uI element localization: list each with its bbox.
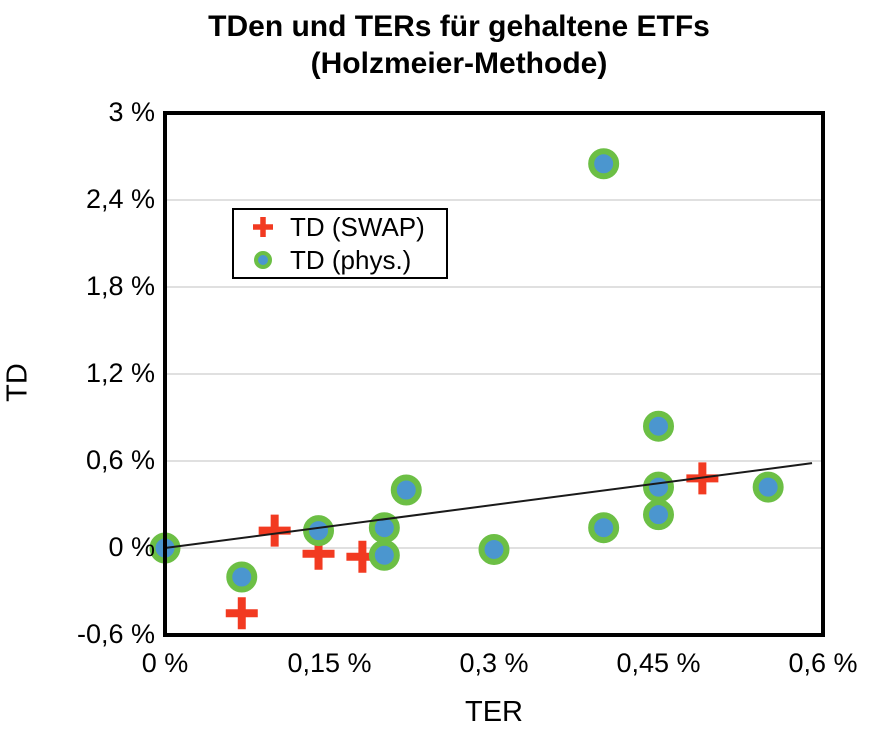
scatter-point-phys (643, 471, 674, 503)
scatter-point-phys (588, 512, 620, 544)
legend: TD (SWAP) TD (phys.) (232, 208, 448, 279)
legend-label-swap: TD (SWAP) (290, 211, 425, 242)
y-tick-label: 3 % (108, 96, 155, 127)
trend-line (164, 462, 813, 549)
plot-frame (163, 111, 825, 637)
y-tick-label: 0 % (108, 531, 155, 562)
x-axis-title: TER (465, 696, 523, 728)
scatter-point-phys (643, 410, 674, 442)
chart-title-line1: TDen und TERs für gehaltene ETFs (208, 10, 710, 43)
scatter-point-phys (478, 533, 510, 565)
chart-title: TDen und TERs für gehaltene ETFs (Holzme… (20, 8, 878, 82)
scatter-point-swap (258, 514, 291, 547)
x-tick-label: 0 % (141, 648, 189, 678)
scatter-point-swap (225, 597, 258, 630)
legend-label-phys: TD (phys.) (290, 245, 412, 276)
scatter-point-phys (303, 515, 335, 547)
scatter-point-phys (368, 539, 400, 571)
chart-title-line2: (Holzmeier-Methode) (310, 47, 608, 80)
scatter-point-phys (588, 148, 620, 180)
plus-marker-icon (251, 215, 275, 239)
y-tick-label: -0,6 % (76, 618, 155, 649)
scatter-point-phys (643, 499, 674, 531)
y-tick-label: 2,4 % (85, 183, 155, 214)
x-tick-label: 0,3 % (459, 648, 529, 678)
scatter-point-phys (752, 471, 784, 503)
y-tick-label: 1,8 % (85, 270, 155, 301)
scatter-point-phys (226, 561, 258, 593)
x-tick-label: 0,45 % (616, 648, 701, 678)
x-tick-label: 0,15 % (287, 648, 372, 678)
circle-marker-icon (251, 248, 275, 272)
legend-item-phys: TD (phys.) (234, 244, 446, 277)
x-tick-label: 0,6 % (788, 648, 858, 678)
y-axis-title: TD (1, 363, 34, 402)
legend-item-swap: TD (SWAP) (234, 210, 446, 243)
y-tick-label: 0,6 % (85, 444, 155, 475)
scatter-point-phys (390, 474, 422, 506)
y-tick-label: 1,2 % (85, 357, 155, 388)
